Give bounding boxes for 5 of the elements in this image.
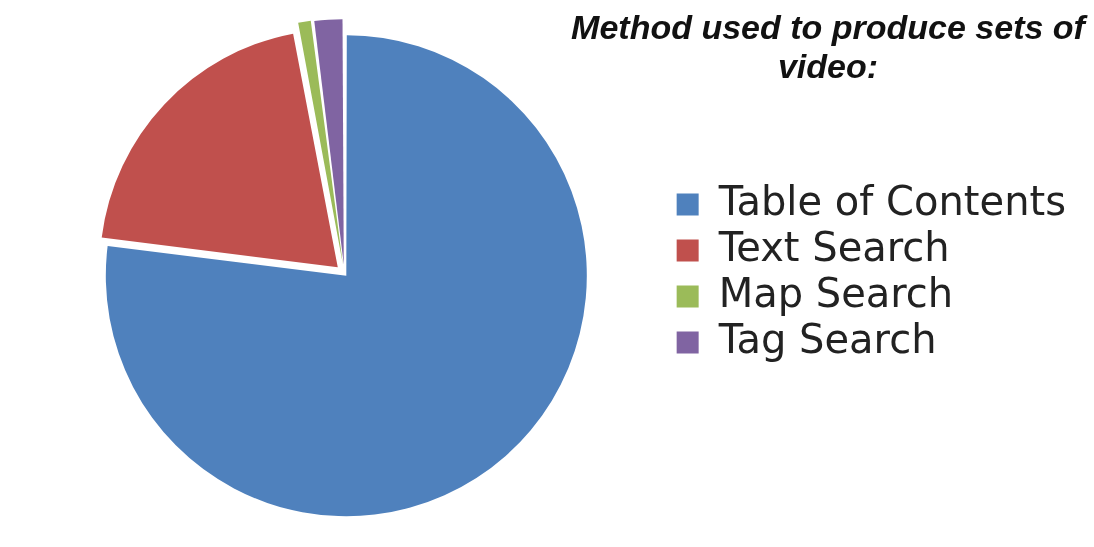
legend-label: Table of Contents	[717, 177, 1066, 224]
legend-label: Text Search	[717, 223, 950, 270]
legend-label: Map Search	[718, 269, 954, 316]
legend-label: Tag Search	[717, 315, 937, 362]
chart-title: Method used to produce sets of video:	[570, 8, 1088, 86]
